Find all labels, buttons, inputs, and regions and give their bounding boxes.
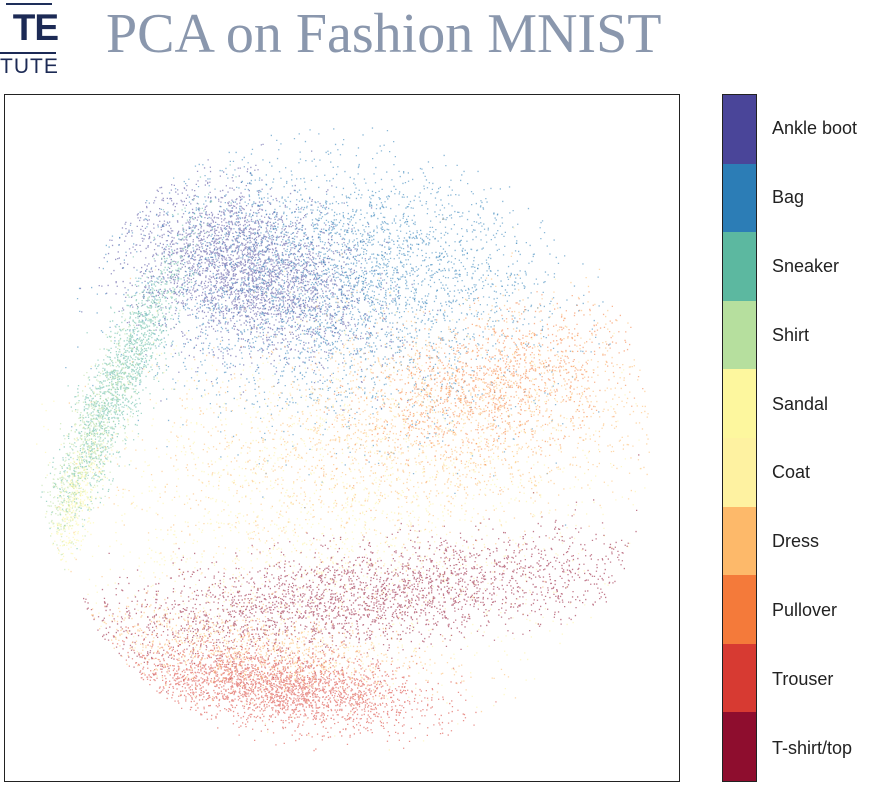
cluster-dress [91,576,517,713]
cluster-dress [57,218,650,623]
colorbar-label-coat: Coat [772,462,811,483]
scatter-points [83,454,640,694]
colorbar-label-t-shirt-top: T-shirt/top [772,737,853,758]
logo-fragment-top [0,0,60,6]
colorbar-label-sandal: Sandal [772,393,829,414]
colorbar-segment-t-shirt-top [723,712,756,781]
logo-text-line1: TE [12,8,58,48]
scatter-points [91,576,517,713]
scatter-plot [4,94,680,782]
cluster-sandal [45,426,109,571]
colorbar-label-trouser: Trouser [772,668,834,689]
colorbar-label-sneaker: Sneaker [772,256,840,276]
logo-text-line2: TUTE [0,55,57,78]
scatter-points [45,426,109,571]
colorbar-segment-coat [723,437,756,507]
colorbar-label-shirt: Shirt [772,324,810,345]
colorbar-segment-sneaker [723,232,756,301]
cluster-sneaker [40,164,237,550]
colorbar-segment-shirt [723,300,756,370]
colorbar-segment-bag [723,163,756,233]
slide-title: PCA on Fashion MNIST [106,3,662,65]
colorbar-segment-pullover [723,575,756,644]
scatter-points [57,218,650,623]
cluster-t-shirt-top [83,454,640,694]
scatter-canvas [36,127,650,752]
colorbar-segment-dress [723,506,756,576]
colorbar-label-ankle-boot: Ankle boot [772,118,858,139]
colorbar-label-pullover: Pullover [772,600,838,620]
colorbar [722,94,757,782]
cluster-trouser [112,617,497,752]
colorbar-label-bag: Bag [772,187,805,208]
scatter-points [112,617,497,752]
colorbar-segment-sandal [723,369,756,438]
logo-rule [0,52,56,54]
colorbar-segment-trouser [723,643,756,713]
colorbar-label-dress: Dress [772,531,820,552]
colorbar-segment-ankle-boot [723,95,756,164]
scatter-points [40,164,237,550]
cluster-pullover [320,291,644,512]
scatter-points [320,291,644,512]
